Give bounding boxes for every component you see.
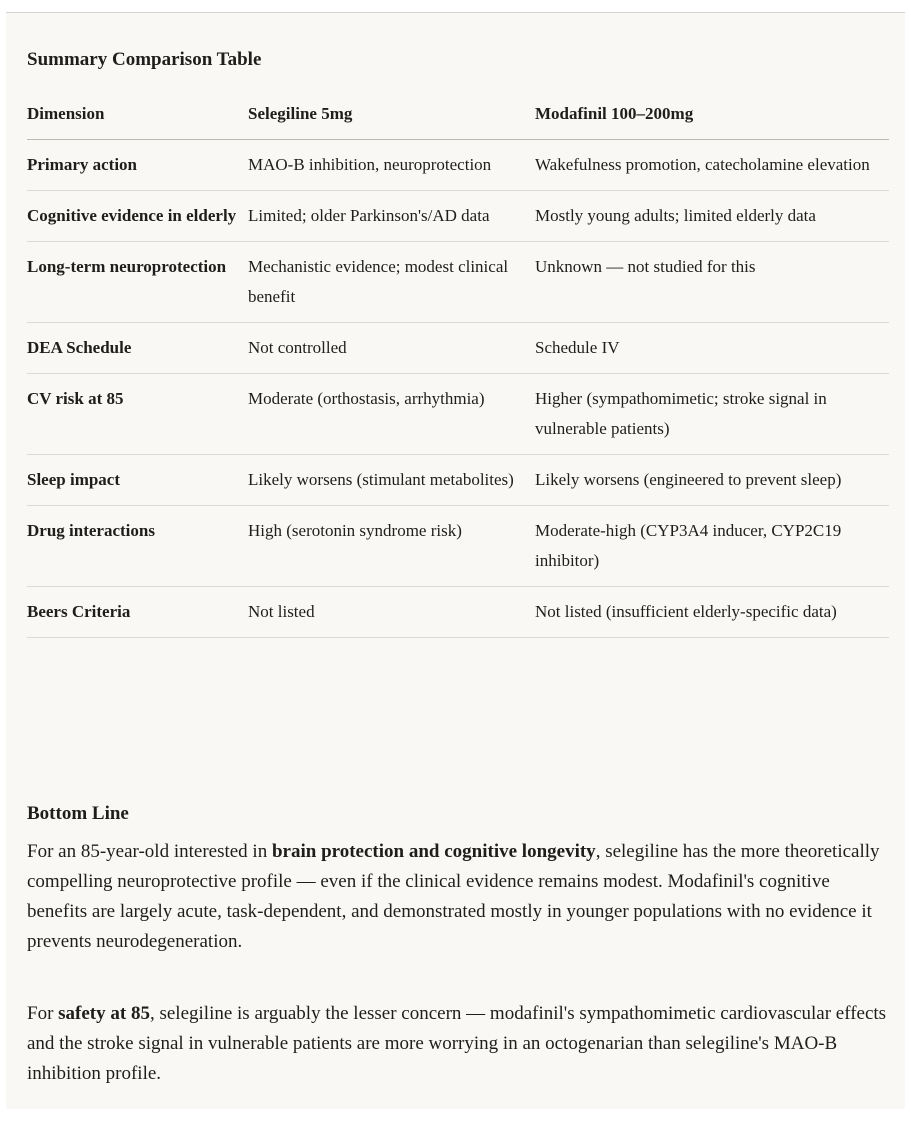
modafinil-cell: Moderate-high (CYP3A4 inducer, CYP2C19 i… [535,505,889,587]
dimension-cell: Sleep impact [27,454,248,506]
bold-text: brain protection and cognitive longevity [271,841,596,862]
modafinil-cell: Higher (sympathomimetic; stroke signal i… [535,373,889,455]
dimension-cell: DEA Schedule [27,322,248,374]
response-panel: Summary Comparison Table Dimension Seleg… [6,12,905,1109]
selegiline-cell: Moderate (orthostasis, arrhythmia) [248,373,535,455]
dimension-cell: Beers Criteria [27,586,248,638]
text: For [27,1003,59,1024]
selegiline-cell: Not listed [248,586,535,638]
table-row: Beers Criteria Not listed Not listed (insu… [27,586,889,638]
dimension-cell: Primary action [27,139,248,191]
selegiline-cell: Likely worsens (stimulant metabolites) [248,454,535,506]
modafinil-cell: Unknown — not studied for this [535,241,889,323]
column-header: Selegiline 5mg [248,99,535,140]
dimension-cell: Drug interactions [27,505,248,587]
selegiline-cell: High (serotonin syndrome risk) [248,505,535,587]
dimension-cell: Long-term neuroprotection [27,241,248,323]
column-header: Dimension [27,99,248,140]
modafinil-cell: Not listed (insufficient elderly-specifi… [535,586,889,638]
selegiline-cell: MAO-B inhibition, neuroprotection [248,139,535,191]
selegiline-cell: Mechanistic evidence; modest clinical be… [248,241,535,323]
text: , selegiline is arguably the lesser conc… [27,1003,887,1084]
column-header: Modafinil 100–200mg [535,99,889,140]
bold-text: safety at 85 [58,1003,150,1024]
modafinil-cell: Likely worsens (engineered to prevent sl… [535,454,889,506]
comparison-table: Dimension Selegiline 5mg Modafinil 100–2… [27,99,889,638]
table-title: Summary Comparison Table [27,49,262,70]
table-row: Primary action MAO-B inhibition, neuropro… [27,139,889,191]
table-row: Drug interactions High (serotonin syndrom… [27,505,889,587]
table-header-row: Dimension Selegiline 5mg Modafinil 100–2… [27,99,889,140]
selegiline-cell: Limited; older Parkinson's/AD data [248,190,535,242]
table-row: CV risk at 85 Moderate (orthostasis, arrh… [27,373,889,455]
bottom-line-title: Bottom Line [27,803,129,824]
modafinil-cell: Wakefulness promotion, catecholamine ele… [535,139,889,191]
table-row: Cognitive evidence in elderly Limited; ol… [27,190,889,242]
dimension-cell: Cognitive evidence in elderly [27,190,248,242]
bottom-line-paragraph-2: For safety at 85, selegiline is arguably… [27,999,889,1089]
text: For an 85-year-old interested in [27,841,272,862]
table-row: Sleep impact Likely worsens (stimulant me… [27,454,889,506]
text: , selegiline has the more theoretically … [27,841,880,952]
modafinil-cell: Mostly young adults; limited elderly dat… [535,190,889,242]
selegiline-cell: Not controlled [248,322,535,374]
bottom-line-paragraph-1: For an 85-year-old interested in brain p… [27,837,889,957]
table-row: DEA Schedule Not controlled Schedule IV [27,322,889,374]
dimension-cell: CV risk at 85 [27,373,248,455]
table-row: Long-term neuroprotection Mechanistic evi… [27,241,889,323]
modafinil-cell: Schedule IV [535,322,889,374]
